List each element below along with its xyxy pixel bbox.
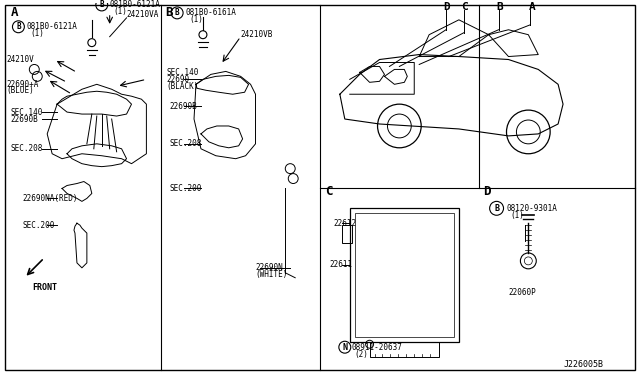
Text: 22611: 22611: [330, 260, 353, 269]
Text: 081B0-6121A: 081B0-6121A: [26, 22, 77, 31]
Text: B: B: [494, 204, 499, 213]
Text: 24210VA: 24210VA: [127, 10, 159, 19]
Text: N: N: [342, 343, 348, 352]
Text: SEC.208: SEC.208: [10, 144, 43, 153]
Text: (BLACK): (BLACK): [166, 82, 198, 91]
Text: 22690: 22690: [166, 75, 189, 84]
Text: SEC.200: SEC.200: [22, 221, 55, 230]
Text: 081B0-6161A: 081B0-6161A: [185, 9, 236, 17]
Text: (BLUE): (BLUE): [6, 86, 35, 95]
Text: 22690B: 22690B: [10, 115, 38, 124]
Text: 22690NA(RED): 22690NA(RED): [22, 194, 78, 203]
Text: (1): (1): [30, 29, 44, 38]
Text: B: B: [175, 9, 179, 17]
Text: 22690B: 22690B: [169, 102, 197, 110]
Text: FRONT: FRONT: [32, 283, 58, 292]
Text: 24210VB: 24210VB: [241, 30, 273, 39]
Text: 24210V: 24210V: [6, 55, 35, 64]
Bar: [370, 342, 439, 357]
Text: 08120-9301A: 08120-9301A: [506, 204, 557, 213]
Text: SEC.140: SEC.140: [166, 68, 198, 77]
Text: B: B: [99, 0, 104, 9]
Text: D: D: [483, 185, 490, 198]
Text: 22060P: 22060P: [509, 288, 536, 297]
Text: 08911-20637: 08911-20637: [352, 343, 403, 352]
Text: (1): (1): [511, 211, 524, 220]
Text: SEC.200: SEC.200: [169, 184, 202, 193]
Text: 081B0-6121A: 081B0-6121A: [109, 0, 161, 9]
Text: 22612: 22612: [334, 219, 357, 228]
Text: 22690+A: 22690+A: [6, 80, 39, 89]
Text: 22690N: 22690N: [255, 263, 284, 272]
Bar: [350, 208, 459, 342]
Text: A: A: [10, 6, 18, 19]
Text: D: D: [443, 2, 450, 12]
Text: SEC.140: SEC.140: [10, 108, 43, 116]
Text: B: B: [16, 22, 20, 31]
Text: SEC.208: SEC.208: [169, 140, 202, 148]
Text: B: B: [165, 6, 173, 19]
Text: J226005B: J226005B: [563, 360, 603, 369]
Text: (1): (1): [189, 15, 203, 24]
Text: (2): (2): [355, 350, 369, 359]
Text: C: C: [325, 185, 332, 198]
Text: C: C: [461, 2, 468, 12]
Bar: [342, 225, 352, 243]
Text: (1): (1): [114, 7, 127, 16]
Text: B: B: [497, 2, 503, 12]
Text: (WHITE): (WHITE): [255, 270, 288, 279]
Text: A: A: [529, 2, 535, 12]
Bar: [355, 213, 454, 337]
